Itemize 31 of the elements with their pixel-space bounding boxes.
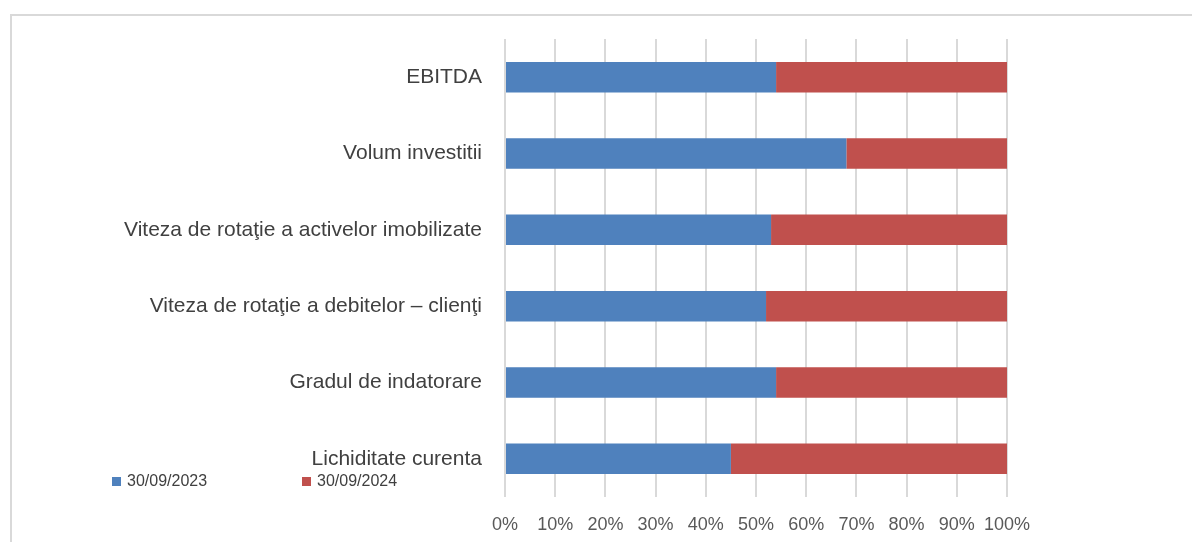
bar <box>506 61 777 93</box>
x-tick-label: 40% <box>687 513 724 534</box>
bar <box>846 138 1007 169</box>
bar <box>730 443 1007 475</box>
bar <box>776 61 1007 93</box>
bar <box>506 214 772 246</box>
x-tick-label: 70% <box>838 513 875 534</box>
x-tick-label: 50% <box>737 513 775 534</box>
x-tick-label: 100% <box>983 513 1031 534</box>
x-tick-label: 10% <box>537 513 574 534</box>
y-tick-label: Volum investitii <box>343 140 482 164</box>
x-tick-label: 0% <box>491 513 519 534</box>
bar <box>771 214 1007 246</box>
bar <box>766 290 1007 322</box>
x-tick-label: 30% <box>637 513 674 534</box>
y-tick-label: Gradul de indatorare <box>289 369 482 393</box>
bar <box>506 138 847 169</box>
y-tick-label: EBITDA <box>406 63 482 87</box>
x-tick-label: 90% <box>938 513 975 534</box>
bar <box>506 290 767 322</box>
bar <box>506 367 777 398</box>
x-tick-label: 80% <box>888 513 925 534</box>
legend-label: 30/09/2024 <box>317 472 398 490</box>
bar <box>776 367 1007 398</box>
y-tick-label: Viteza de rotaţie a activelor imobilizate <box>124 216 482 240</box>
y-tick-label: Viteza de rotaţie a debitelor – clienţi <box>149 292 482 316</box>
x-tick-label: 20% <box>587 513 624 534</box>
legend-label: 30/09/2023 <box>127 472 208 490</box>
x-tick-label: 60% <box>788 513 825 534</box>
bar <box>506 443 731 475</box>
y-tick-label: Lichiditate curenta <box>311 445 483 469</box>
